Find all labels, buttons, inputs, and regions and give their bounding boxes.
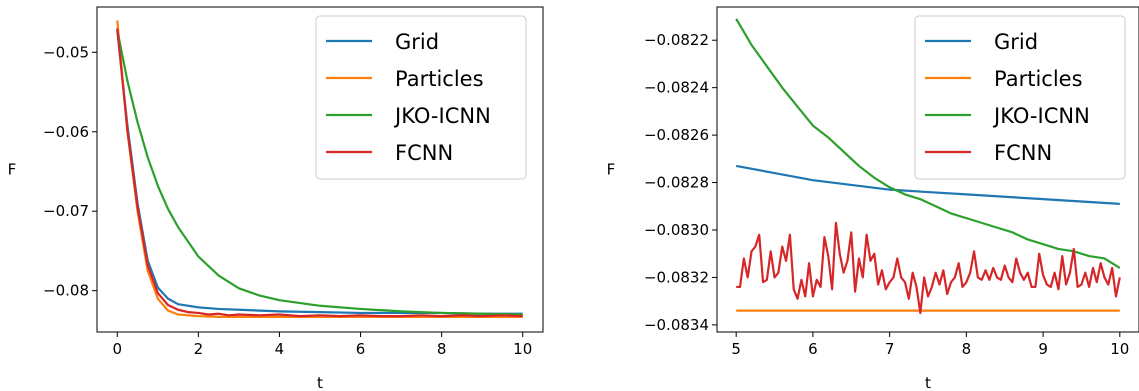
series-line-jko-icnn [735,18,1121,269]
y-tick-label: −0.0834 [644,316,709,334]
y-tick-label: −0.0824 [644,79,709,97]
y-tick-label: −0.05 [43,43,89,61]
x-tick-label: 6 [808,340,818,358]
y-tick-label: −0.06 [43,123,89,141]
right-chart: 5 6 7 8 9 10 −0.0822 −0.0824 −0.0826 −0.0828 −0.08… [607,6,1139,391]
x-tick-label: 0 [112,340,122,358]
y-tick-label: −0.0830 [644,221,709,239]
legend-label-grid: Grid [395,30,439,54]
legend-label-jko-icnn: JKO-ICNN [992,104,1090,128]
legend: Grid Particles JKO-ICNN FCNN [914,15,1126,180]
y-axis-label: F [607,161,616,179]
legend-box [914,15,1126,180]
x-tick-label: 4 [275,340,285,358]
x-tick-label: 9 [1038,340,1048,358]
x-tick-label: 2 [194,340,204,358]
y-tick-label: −0.0828 [644,174,709,192]
x-tick-label: 5 [731,340,741,358]
series-line-fcnn [116,28,523,318]
y-tick-label: −0.07 [43,202,89,220]
legend-label-particles: Particles [395,67,484,91]
legend-label-fcnn: FCNN [994,141,1052,165]
x-tick-label: 6 [356,340,366,358]
series-line-fcnn [736,221,1121,315]
y-tick-label: −0.0832 [644,268,709,286]
x-axis-label: t [317,374,323,391]
x-axis-label: t [925,374,931,391]
y-axis-label: F [8,161,17,179]
x-tick-label: 8 [437,340,447,358]
y-tick-label: −0.0822 [644,31,709,49]
x-tick-label: 7 [885,340,895,358]
legend-label-particles: Particles [994,67,1083,91]
legend: Grid Particles JKO-ICNN FCNN [315,15,527,180]
legend-label-fcnn: FCNN [395,141,453,165]
y-tick-label: −0.0826 [644,126,709,144]
plot-frame [716,6,1139,333]
x-tick-label: 8 [962,340,972,358]
y-tick-label: −0.08 [43,282,89,300]
x-tick-label: 10 [513,340,532,358]
left-chart: 0 2 4 6 8 10 −0.05 −0.06 −0.07 −0.08 t F Grid Particl… [8,6,544,391]
legend-box [315,15,527,180]
x-tick-label: 10 [1110,340,1129,358]
plot-frame [96,6,544,333]
series-line-grid [735,164,1120,205]
legend-label-jko-icnn: JKO-ICNN [393,104,491,128]
series-line-jko-icnn [116,29,523,316]
legend-label-grid: Grid [994,30,1038,54]
